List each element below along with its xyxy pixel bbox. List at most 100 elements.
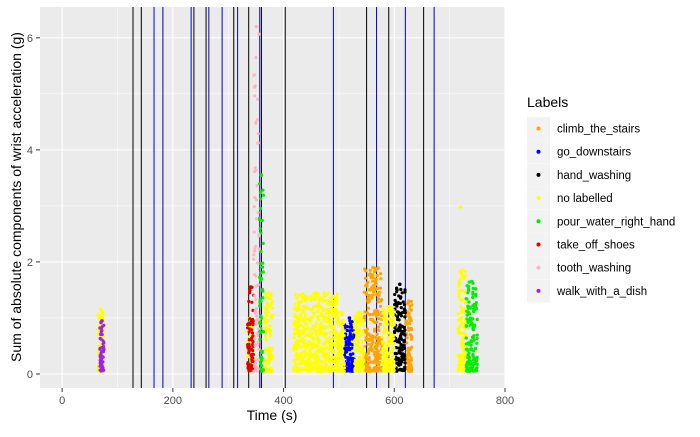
data-point bbox=[361, 359, 364, 362]
data-point bbox=[407, 347, 410, 350]
data-point bbox=[475, 342, 478, 345]
data-point bbox=[303, 344, 306, 347]
data-point bbox=[397, 313, 400, 316]
data-point bbox=[317, 318, 320, 321]
data-point bbox=[381, 336, 384, 339]
data-point bbox=[379, 272, 382, 275]
data-point bbox=[357, 328, 360, 331]
data-point bbox=[259, 227, 262, 230]
data-point bbox=[251, 334, 254, 337]
data-point bbox=[399, 297, 402, 300]
data-point bbox=[476, 318, 479, 321]
data-point bbox=[466, 314, 469, 317]
data-point bbox=[458, 282, 461, 285]
data-point bbox=[366, 281, 369, 284]
data-point bbox=[402, 300, 405, 303]
data-point bbox=[247, 348, 250, 351]
data-point bbox=[255, 217, 258, 220]
data-point bbox=[249, 285, 253, 289]
data-point bbox=[373, 353, 376, 356]
data-point bbox=[371, 313, 374, 316]
data-point bbox=[392, 360, 395, 363]
data-point bbox=[396, 288, 399, 291]
data-point bbox=[334, 355, 337, 358]
data-point bbox=[100, 338, 103, 341]
data-point bbox=[476, 337, 479, 340]
data-point bbox=[254, 122, 257, 125]
data-point bbox=[260, 364, 263, 367]
data-point bbox=[348, 329, 351, 332]
data-point bbox=[253, 365, 256, 368]
data-point bbox=[362, 324, 365, 327]
data-point bbox=[335, 302, 338, 305]
data-point bbox=[268, 324, 271, 327]
data-point bbox=[248, 289, 251, 292]
data-point bbox=[459, 298, 462, 301]
data-point bbox=[259, 191, 262, 194]
data-point bbox=[308, 349, 311, 352]
data-point bbox=[253, 94, 256, 97]
data-point bbox=[267, 291, 271, 295]
data-point bbox=[304, 295, 307, 298]
data-point bbox=[259, 207, 262, 210]
data-point bbox=[270, 354, 273, 357]
data-point bbox=[410, 309, 413, 312]
data-point bbox=[266, 359, 269, 362]
data-point bbox=[303, 350, 306, 353]
data-point bbox=[253, 294, 256, 297]
data-point bbox=[303, 339, 306, 342]
data-point bbox=[297, 300, 300, 303]
data-point bbox=[250, 301, 253, 304]
data-point bbox=[341, 350, 344, 353]
data-point bbox=[470, 347, 473, 350]
legend-label: hand_washing bbox=[557, 170, 631, 182]
data-point bbox=[407, 366, 410, 369]
data-point bbox=[409, 360, 412, 363]
x-tick-label: 800 bbox=[496, 395, 514, 407]
data-point bbox=[262, 242, 265, 245]
data-point bbox=[258, 304, 261, 307]
data-point bbox=[300, 318, 303, 321]
legend-label: go_downstairs bbox=[557, 147, 631, 159]
data-point bbox=[268, 328, 271, 331]
data-point bbox=[405, 319, 408, 322]
data-point bbox=[250, 358, 253, 361]
data-point bbox=[260, 370, 263, 373]
data-point bbox=[379, 277, 382, 280]
data-point bbox=[321, 369, 324, 372]
data-point bbox=[316, 336, 319, 339]
data-point bbox=[246, 343, 249, 346]
data-point bbox=[255, 25, 259, 29]
data-point bbox=[398, 350, 401, 353]
data-point bbox=[99, 332, 102, 335]
data-point bbox=[465, 348, 468, 351]
data-point bbox=[473, 369, 476, 372]
data-point bbox=[374, 321, 377, 324]
data-point bbox=[323, 319, 326, 322]
data-point bbox=[340, 330, 343, 333]
data-point bbox=[403, 361, 406, 364]
data-point bbox=[464, 301, 467, 304]
data-point bbox=[389, 360, 392, 363]
data-point bbox=[457, 312, 460, 315]
data-point bbox=[270, 317, 273, 320]
data-point bbox=[252, 370, 255, 373]
data-point bbox=[327, 320, 330, 323]
data-point bbox=[314, 298, 317, 301]
data-point bbox=[258, 338, 261, 341]
data-point bbox=[324, 308, 327, 311]
data-point bbox=[476, 334, 479, 337]
data-point bbox=[309, 355, 312, 358]
data-point bbox=[358, 369, 361, 372]
y-axis-label: Sum of absolute components of wrist acce… bbox=[8, 32, 24, 362]
data-point bbox=[463, 277, 466, 280]
data-point bbox=[469, 366, 472, 369]
data-point bbox=[340, 363, 343, 366]
data-point bbox=[364, 269, 367, 272]
data-point bbox=[327, 367, 330, 370]
data-point bbox=[266, 319, 269, 322]
data-point bbox=[321, 333, 324, 336]
data-point bbox=[321, 313, 324, 316]
data-point bbox=[389, 332, 392, 335]
data-point bbox=[459, 365, 462, 368]
